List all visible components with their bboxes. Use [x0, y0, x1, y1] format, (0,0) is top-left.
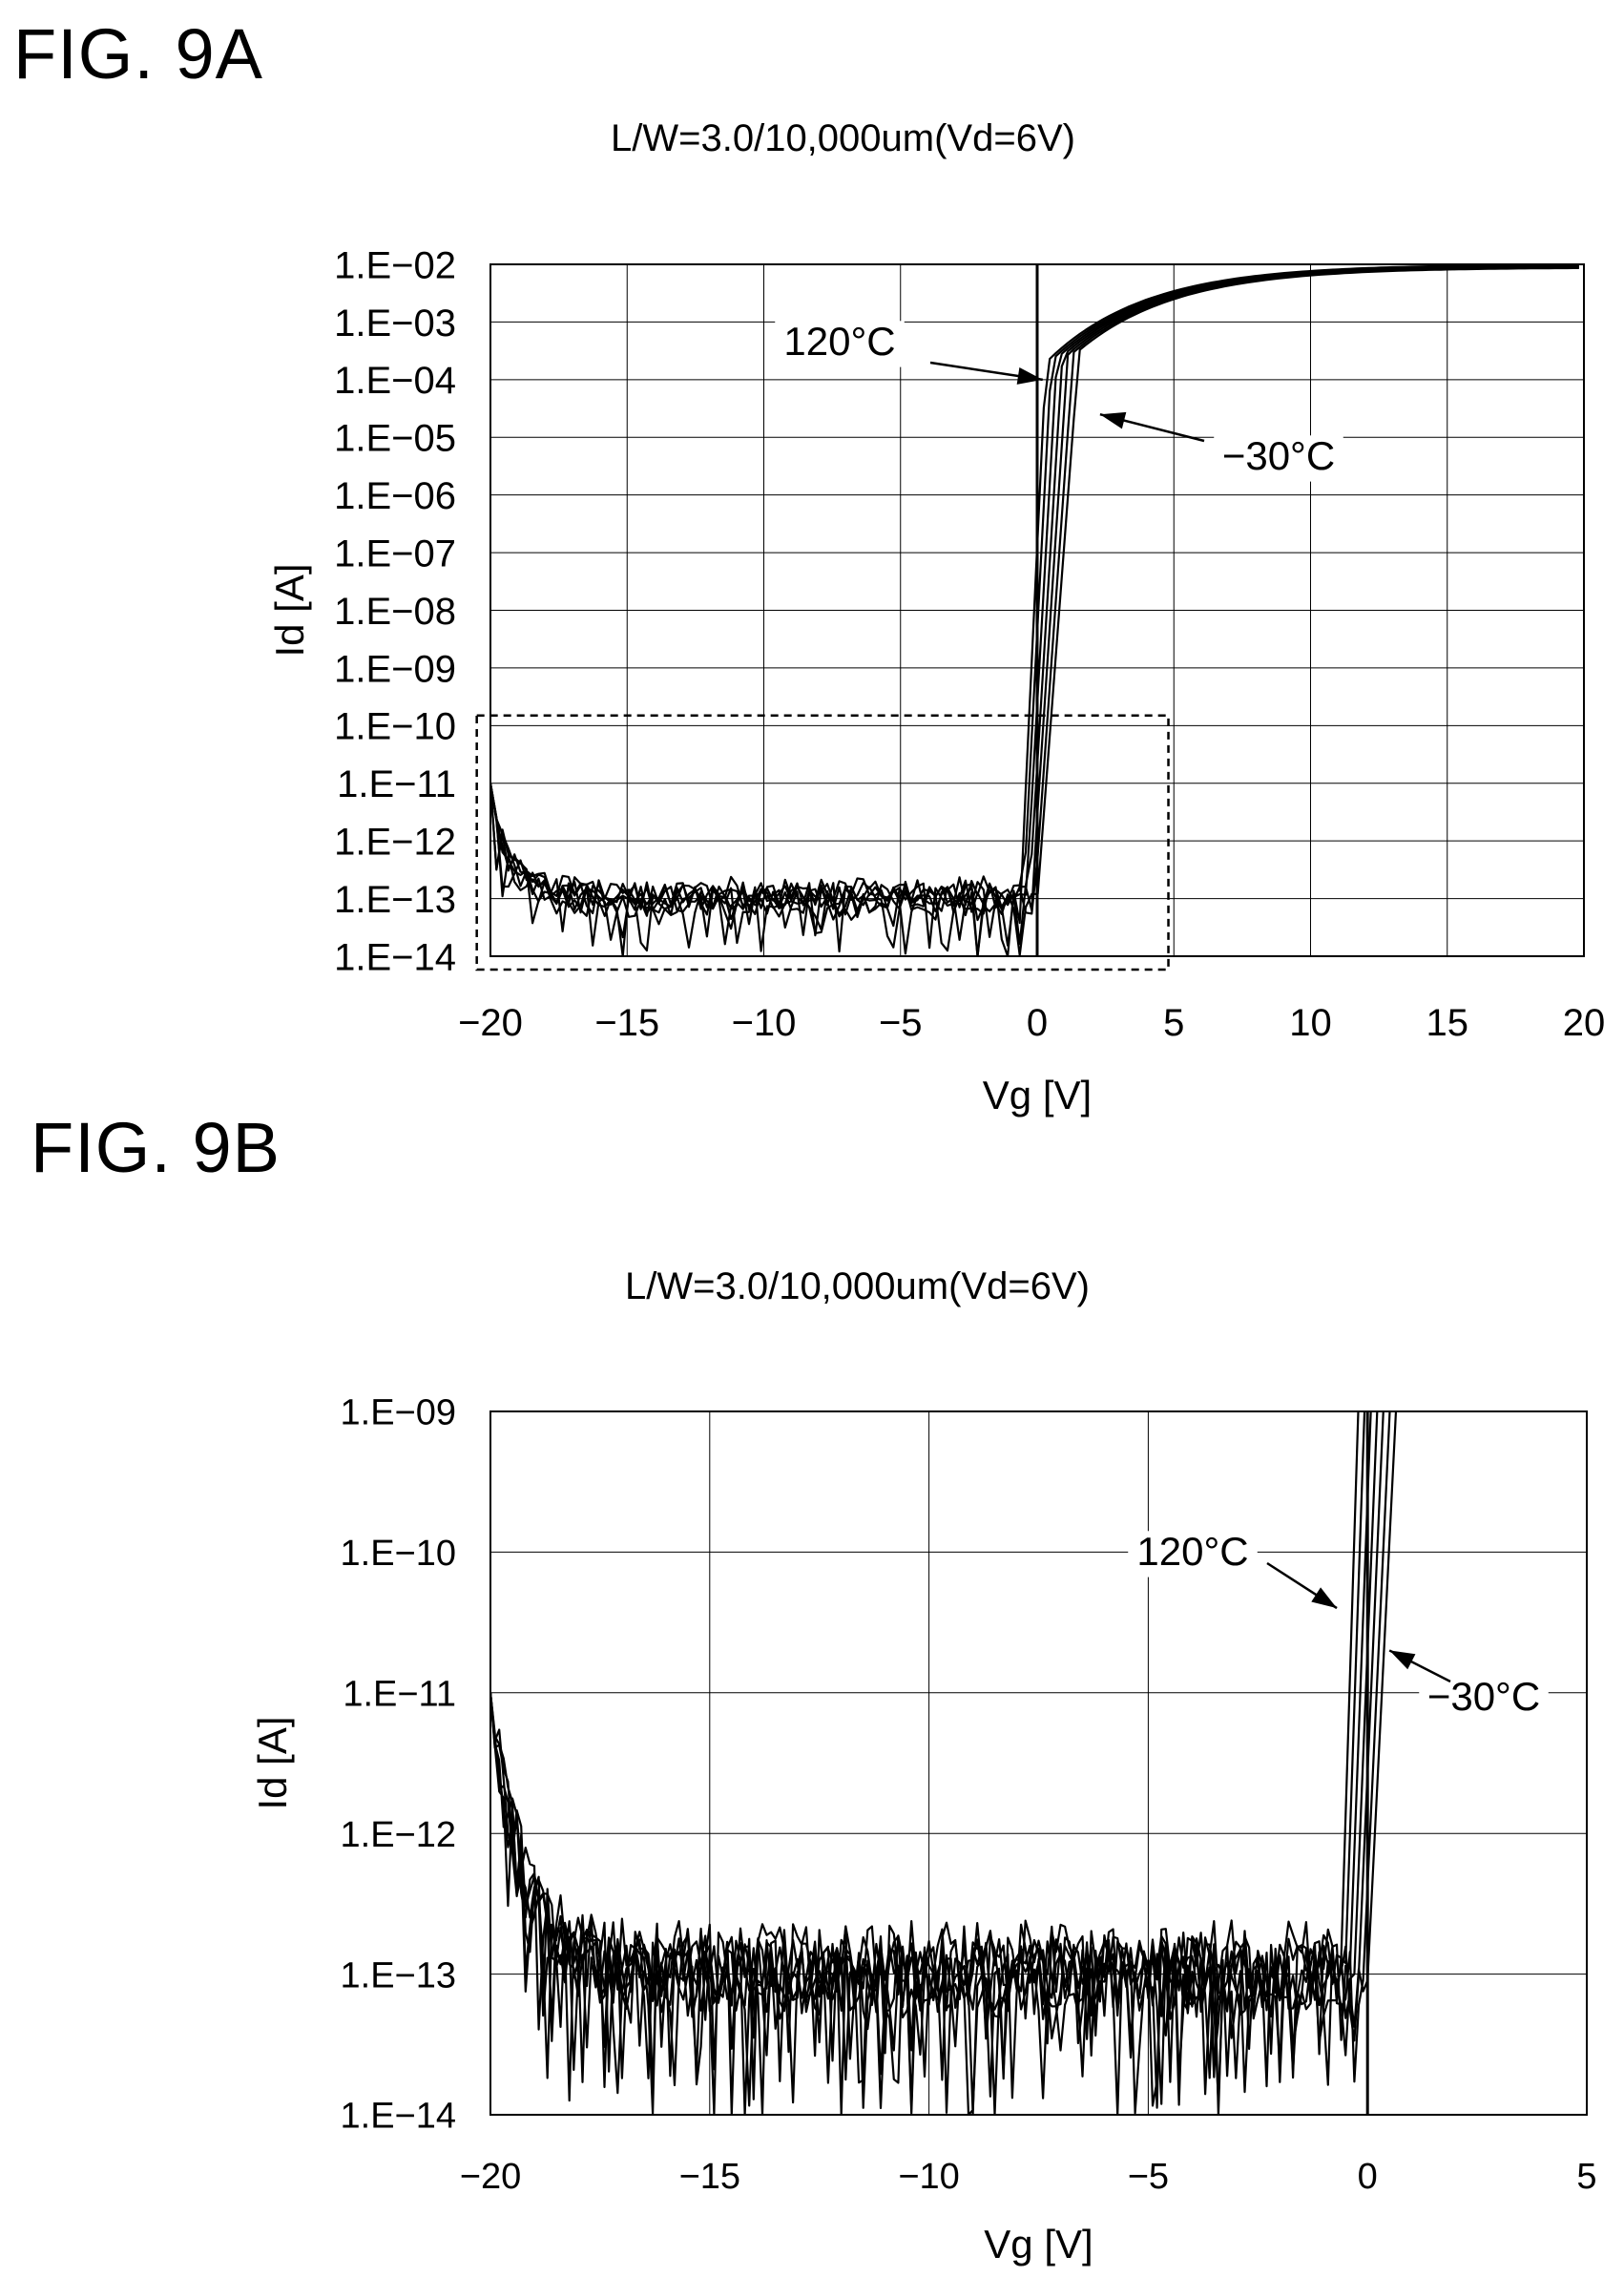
- annotation-label: −30°C: [1222, 433, 1335, 478]
- y-tick-label: 1.E−13: [334, 879, 456, 921]
- y-axis-label: Id [A]: [267, 563, 312, 657]
- series-group: [490, 264, 1579, 956]
- annotation-label-bg: [1419, 1676, 1549, 1723]
- y-axis-label: Id [A]: [250, 1716, 295, 1809]
- x-tick-label: −15: [679, 2157, 740, 2197]
- series-group: [490, 1411, 1398, 2115]
- y-tick-label: 1.E−10: [334, 706, 456, 748]
- annotation-label-bg: [1128, 1531, 1258, 1577]
- x-tick-label: −5: [879, 1002, 923, 1044]
- annotation-label: −30°C: [1427, 1674, 1540, 1719]
- zoom-region-box: [475, 714, 1170, 971]
- y-tick-label: 1.E−12: [334, 822, 456, 864]
- chart-b: 1.E−09 1.E−10 1.E−11 1.E−12 1.E−13 1.E−14−20 −…: [250, 1393, 1597, 2267]
- x-tick-label: 5: [1576, 2157, 1596, 2197]
- plot-frame: [489, 263, 1585, 957]
- y-tick-label: 1.E−12: [341, 1815, 457, 1855]
- x-tick-label: 0: [1027, 1002, 1048, 1044]
- chart-a: 1.E−02 1.E−03 1.E−04 1.E−05 1.E−06 1.E−07 1.E−…: [267, 244, 1605, 1118]
- series-line: [490, 266, 1579, 956]
- chart-title-b: L/W=3.0/10,000um(Vd=6V): [625, 1265, 1090, 1307]
- y-tick-label: 1.E−10: [341, 1534, 457, 1574]
- y-tick-label: 1.E−08: [334, 591, 456, 633]
- y-tick-label: 1.E−14: [341, 2097, 457, 2137]
- x-tick-label: −20: [458, 1002, 523, 1044]
- x-axis-label: Vg [V]: [983, 1073, 1092, 1118]
- annotation-arrow-head: [1311, 1587, 1338, 1609]
- y-tick-label: 1.E−06: [334, 475, 456, 517]
- chart-title-a: L/W=3.0/10,000um(Vd=6V): [611, 117, 1075, 159]
- x-axis-label: Vg [V]: [984, 2222, 1093, 2267]
- x-tick-label: −10: [732, 1002, 797, 1044]
- plot-frame: [489, 1410, 1588, 2116]
- y-tick-label: 1.E−07: [334, 533, 456, 574]
- series-line: [490, 1411, 1379, 2115]
- annotation-arrow-head: [1389, 1650, 1416, 1670]
- x-tick-label: 20: [1563, 1002, 1606, 1044]
- x-tick-label: 10: [1289, 1002, 1332, 1044]
- x-tick-label: 5: [1163, 1002, 1184, 1044]
- y-tick-label: 1.E−13: [341, 1955, 457, 1995]
- annotation-arrow-head: [1099, 411, 1127, 429]
- annotation-label: 120°C: [1136, 1529, 1248, 1574]
- y-tick-label: 1.E−14: [334, 936, 456, 978]
- y-tick-label: 1.E−02: [334, 244, 456, 286]
- annotation-label: 120°C: [783, 319, 895, 364]
- series-line: [490, 1411, 1398, 2115]
- annotation-label-bg: [1214, 435, 1343, 482]
- y-tick-label: 1.E−11: [343, 1674, 456, 1714]
- figure-label-b: FIG. 9B: [31, 1108, 281, 1187]
- series-line: [490, 1411, 1391, 2115]
- y-tick-label: 1.E−09: [334, 648, 456, 690]
- x-tick-label: −15: [594, 1002, 659, 1044]
- y-tick-label: 1.E−04: [334, 360, 456, 402]
- y-tick-label: 1.E−11: [337, 763, 456, 805]
- x-tick-label: 15: [1426, 1002, 1469, 1044]
- annotation-label-bg: [775, 321, 905, 367]
- x-tick-label: −5: [1128, 2157, 1169, 2197]
- y-tick-label: 1.E−05: [334, 418, 456, 460]
- x-tick-label: −10: [898, 2157, 959, 2197]
- x-tick-label: −20: [460, 2157, 521, 2197]
- annotation-arrow-head: [1016, 367, 1043, 385]
- y-tick-label: 1.E−09: [341, 1393, 457, 1433]
- figure-label-a: FIG. 9A: [13, 14, 263, 94]
- y-tick-label: 1.E−03: [334, 303, 456, 345]
- x-tick-label: 0: [1358, 2157, 1378, 2197]
- series-line: [490, 1411, 1366, 2115]
